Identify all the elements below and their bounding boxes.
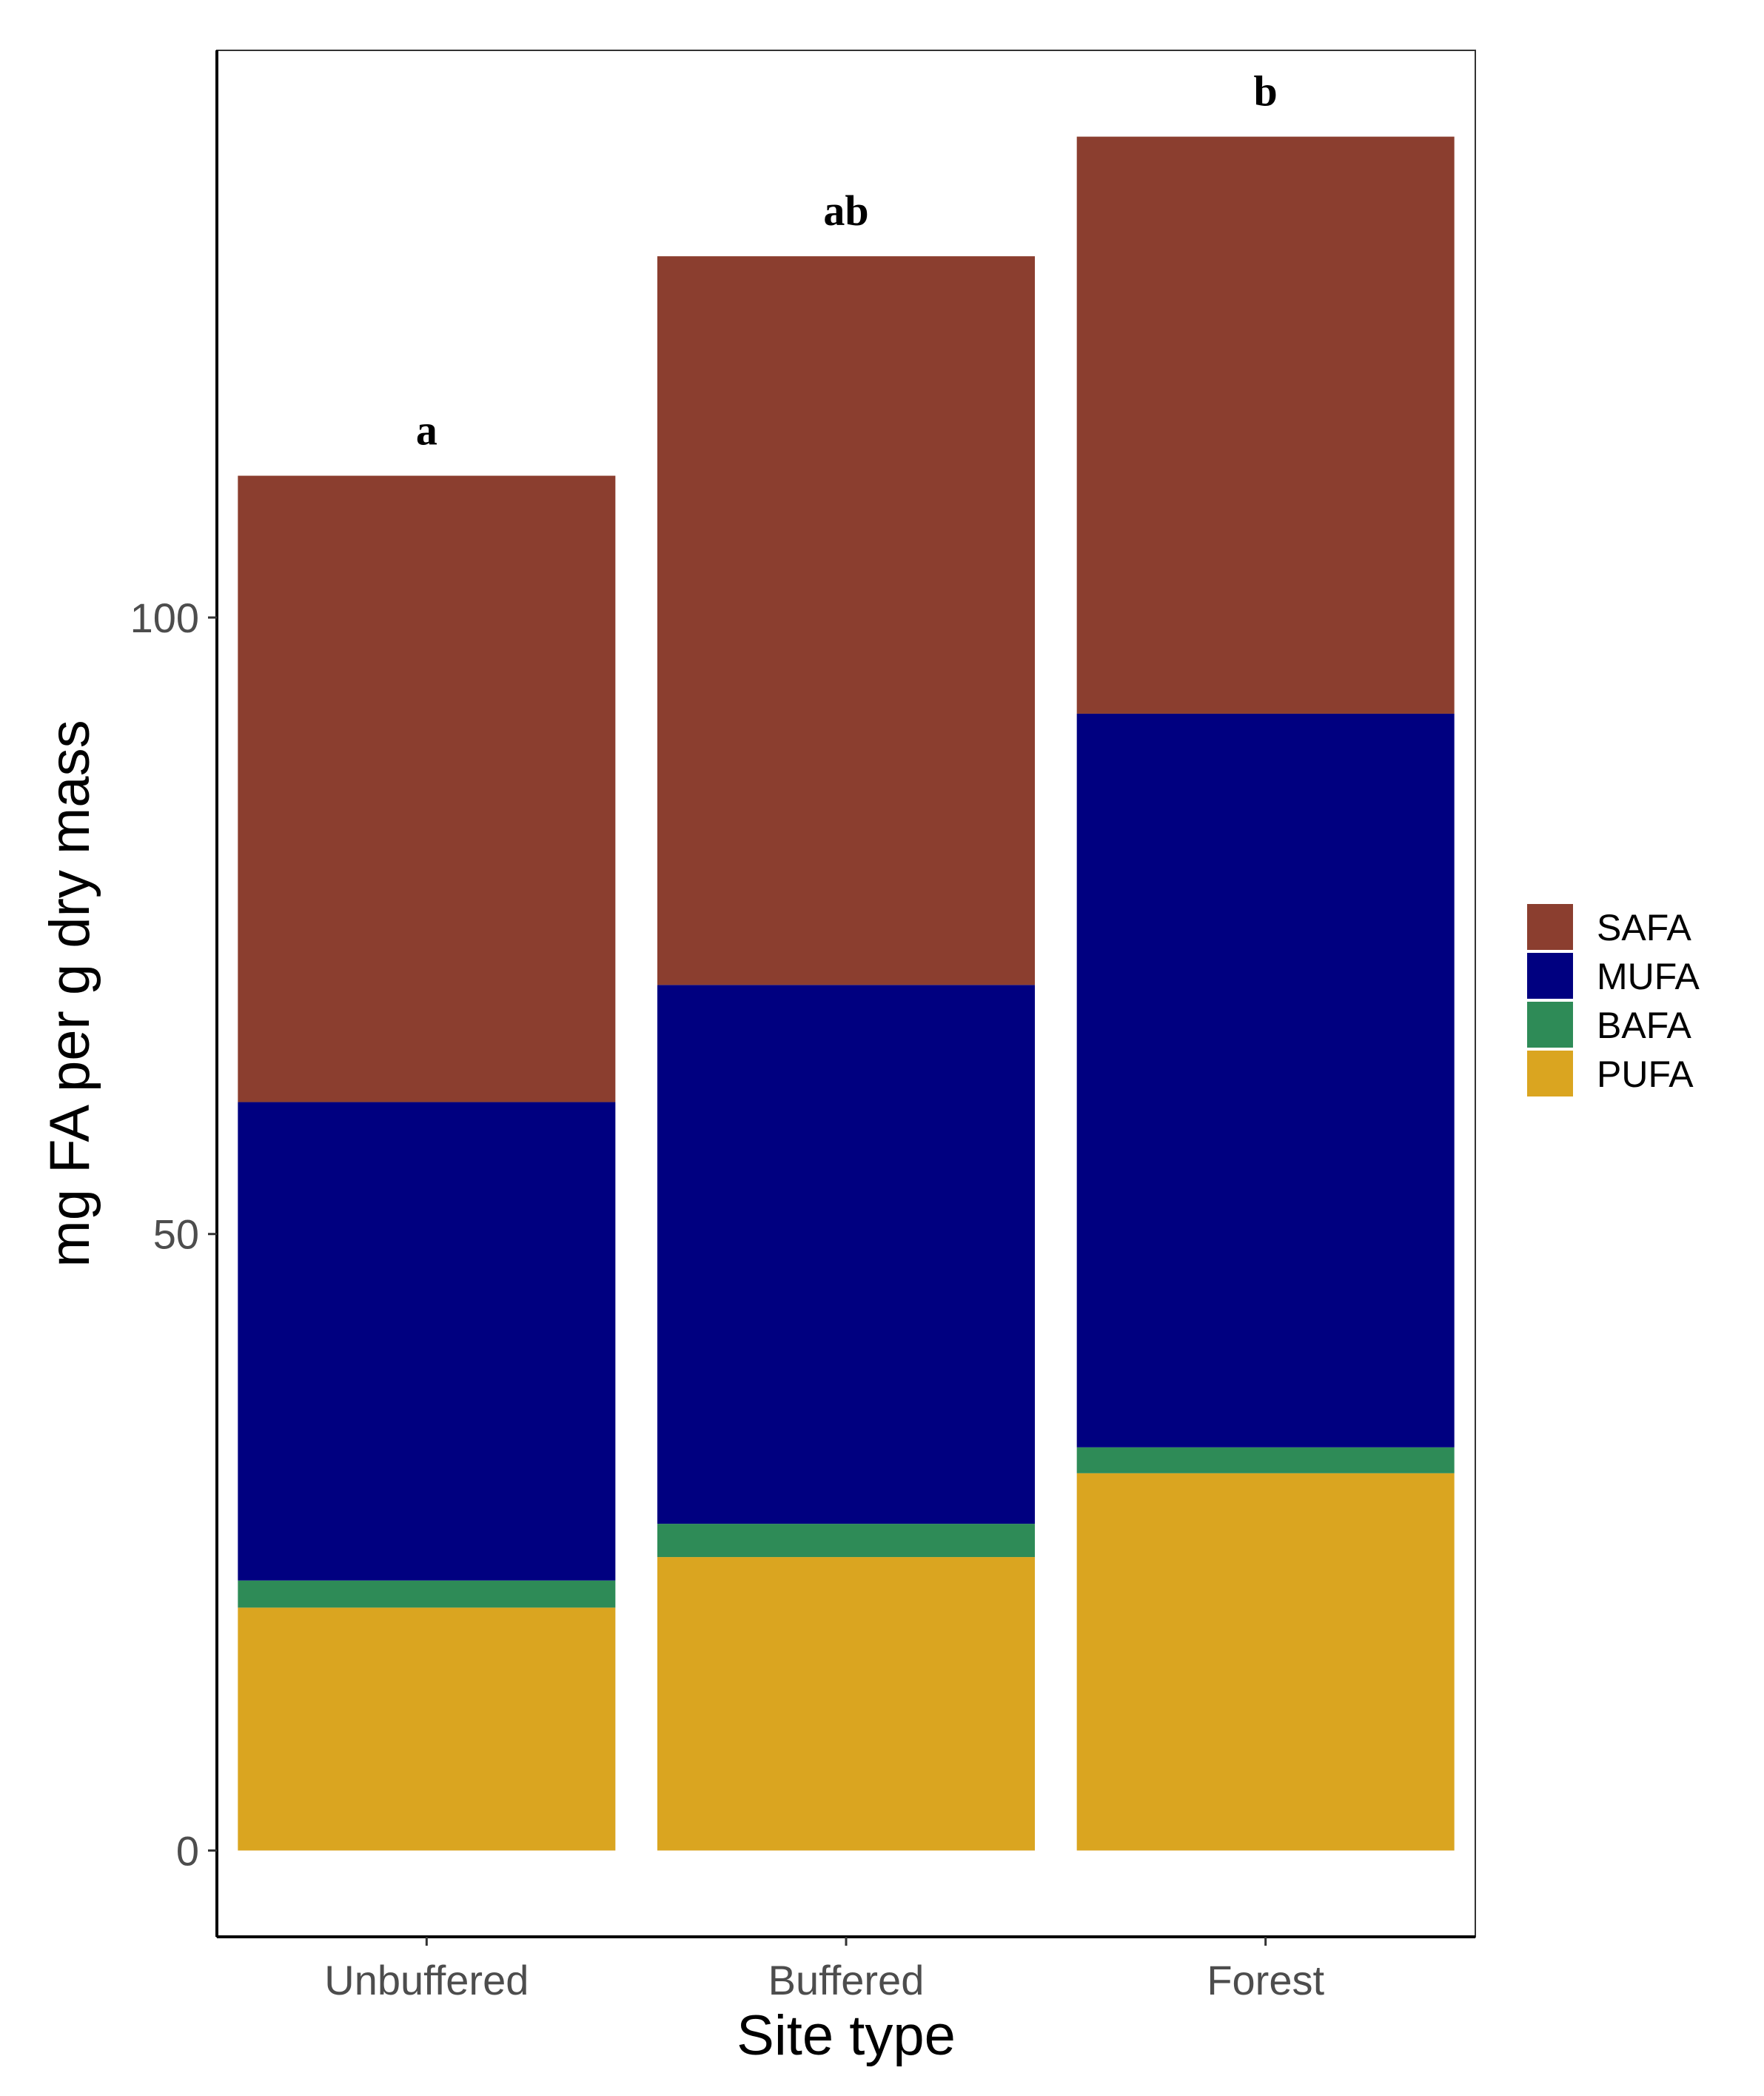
y-tick-label-100: 100 <box>130 595 199 641</box>
significance-label-unbuffered: a <box>416 406 437 455</box>
legend-key-safa <box>1527 904 1573 950</box>
bar-forest-mufa <box>1076 713 1455 1447</box>
bar-buffered-safa <box>657 256 1035 985</box>
legend-label-pufa: PUFA <box>1597 1054 1694 1095</box>
legend: SAFA MUFA BAFA PUFA <box>1527 904 1700 1096</box>
bar-buffered-mufa <box>657 985 1035 1524</box>
x-tick-label-buffered: Buffered <box>768 1957 925 2003</box>
significance-label-forest: b <box>1254 67 1278 115</box>
significance-labels: a ab b <box>416 67 1278 455</box>
legend-label-safa: SAFA <box>1597 907 1691 948</box>
bar-unbuffered-bafa <box>238 1580 616 1608</box>
x-axis-ticks: Unbuffered Buffered Forest <box>324 1937 1324 2003</box>
bar-unbuffered-pufa <box>238 1607 616 1851</box>
x-tick-label-unbuffered: Unbuffered <box>324 1957 529 2003</box>
bar-forest-bafa <box>1076 1447 1455 1473</box>
bar-unbuffered-safa <box>238 475 616 1102</box>
bar-unbuffered-mufa <box>238 1102 616 1581</box>
bar-buffered-pufa <box>657 1557 1035 1851</box>
legend-key-mufa <box>1527 953 1573 999</box>
y-axis-ticks: 0 50 100 <box>130 595 217 1874</box>
legend-label-bafa: BAFA <box>1597 1005 1691 1046</box>
significance-label-buffered: ab <box>823 187 868 235</box>
legend-key-pufa <box>1527 1051 1573 1096</box>
bar-forest-safa <box>1076 136 1455 714</box>
y-tick-label-0: 0 <box>176 1827 199 1874</box>
bar-buffered-bafa <box>657 1524 1035 1558</box>
legend-label-mufa: MUFA <box>1597 956 1700 997</box>
y-axis-title: mg FA per g dry mass <box>38 720 101 1267</box>
bar-forest-pufa <box>1076 1473 1455 1851</box>
y-tick-label-50: 50 <box>153 1211 199 1258</box>
x-axis-title: Site type <box>737 2004 956 2067</box>
bars <box>238 136 1455 1851</box>
legend-key-bafa <box>1527 1002 1573 1048</box>
x-tick-label-forest: Forest <box>1207 1957 1324 2003</box>
